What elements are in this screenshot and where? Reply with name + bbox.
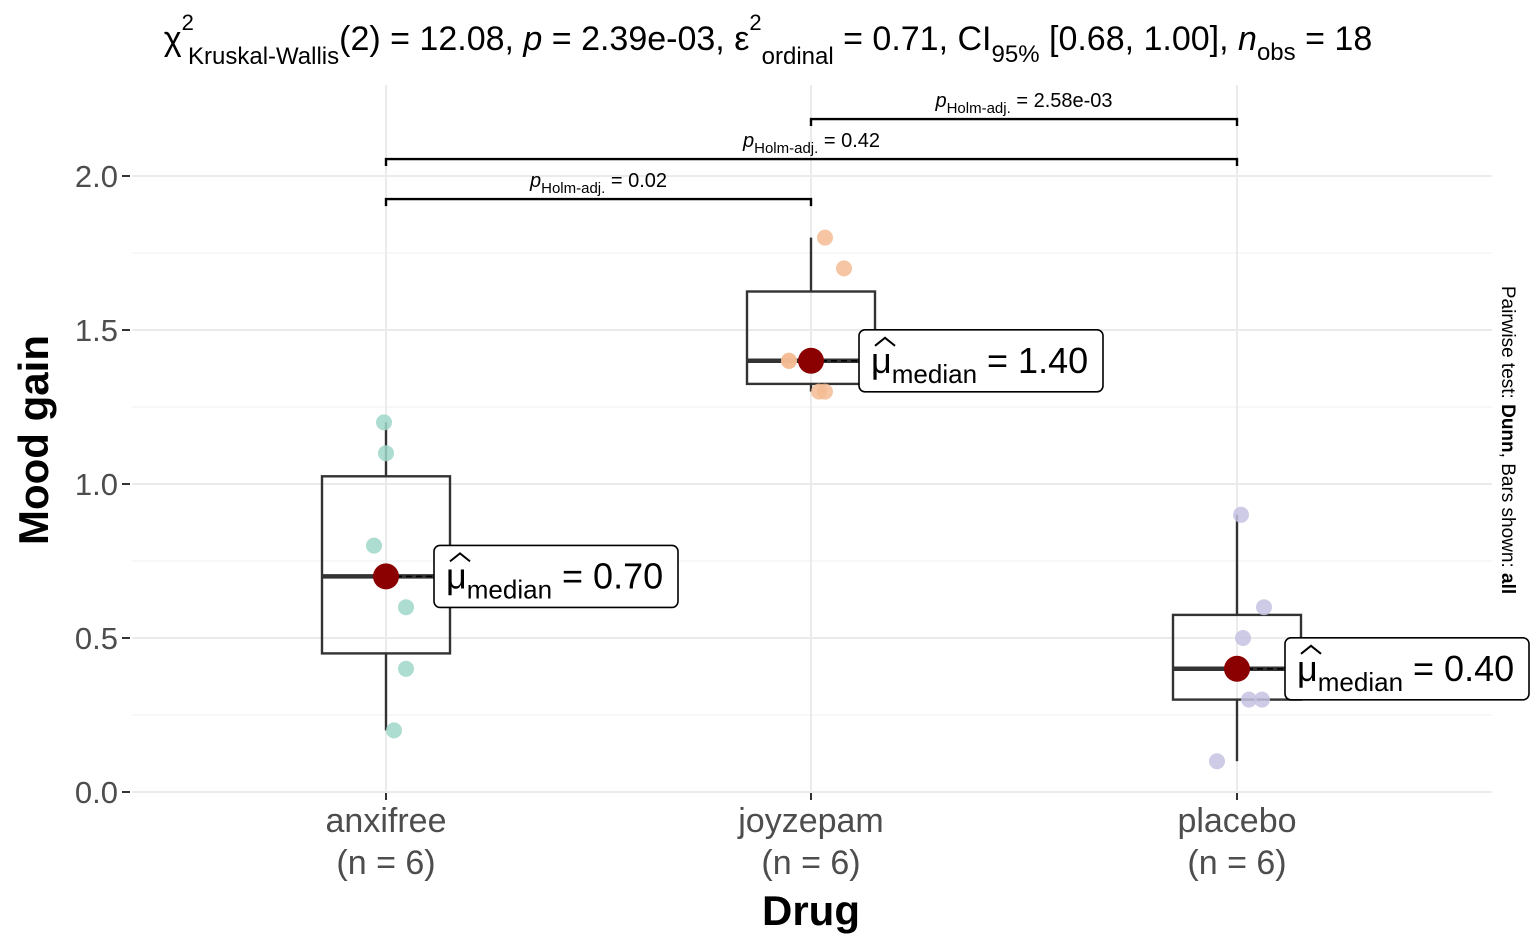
x-category-label: placebo bbox=[1177, 802, 1296, 840]
data-point bbox=[386, 722, 402, 739]
data-point bbox=[1235, 630, 1251, 646]
data-point bbox=[1254, 691, 1270, 708]
x-axis-title: Drug bbox=[762, 887, 860, 934]
median-point bbox=[1224, 655, 1250, 682]
data-point bbox=[817, 383, 833, 400]
median-hat-icon bbox=[874, 336, 896, 347]
median-point bbox=[798, 347, 824, 374]
pairwise-bracket bbox=[384, 157, 1239, 167]
data-point bbox=[398, 599, 414, 616]
y-tick-label: 0.0 bbox=[75, 775, 118, 810]
data-point bbox=[1233, 506, 1249, 523]
axes: 0.0 0.5 1.0 1.5 2.0 anxifree (n = 6) joyzepam (n… bbox=[75, 159, 1297, 882]
median-hat-icon bbox=[449, 552, 471, 563]
pairwise-p-label: pHolm-adj. = 0.02 bbox=[529, 170, 667, 197]
data-point bbox=[366, 537, 382, 554]
data-point bbox=[817, 229, 833, 246]
data-point bbox=[376, 414, 392, 431]
data-points bbox=[366, 229, 1272, 770]
data-point bbox=[1209, 753, 1225, 770]
median-label-box bbox=[858, 328, 1104, 393]
median-hat-icon bbox=[1300, 644, 1322, 655]
pairwise-test-caption: Pairwise test: Dunn, Bars shown: all bbox=[1497, 286, 1518, 594]
chart-title: χ2.Kruskal-Wallis(2) = 12.08, p = 2.39e-… bbox=[164, 8, 1372, 70]
x-category-n-label: (n = 6) bbox=[336, 844, 435, 882]
median-label-text: μmedian = 0.70 bbox=[446, 555, 663, 604]
y-tick-label: 0.5 bbox=[75, 621, 118, 656]
pairwise-bracket bbox=[809, 117, 1239, 127]
data-point bbox=[1241, 691, 1257, 708]
pairwise-p-label: pHolm-adj. = 2.58e-03 bbox=[934, 90, 1112, 117]
x-category-label: anxifree bbox=[326, 802, 447, 840]
pairwise-comparisons: pHolm-adj. = 0.02 pHolm-adj. = 0.42 pHolm-… bbox=[384, 90, 1239, 207]
median-label-text: μmedian = 0.40 bbox=[1297, 648, 1514, 697]
median-label-box bbox=[433, 544, 679, 609]
y-tick-label: 1.0 bbox=[75, 467, 118, 502]
data-point bbox=[378, 445, 394, 462]
y-tick-label: 1.5 bbox=[75, 313, 118, 348]
data-point bbox=[781, 352, 797, 369]
data-point bbox=[398, 660, 414, 677]
x-category-n-label: (n = 6) bbox=[761, 844, 860, 882]
median-labels: μmedian = 0.70 μmedian = 1.40 μmedian = 0.… bbox=[373, 328, 1530, 701]
median-label-text: μmedian = 1.40 bbox=[871, 340, 1088, 389]
y-tick-label: 2.0 bbox=[75, 159, 118, 194]
median-point bbox=[373, 563, 399, 590]
median-label-box bbox=[1284, 636, 1530, 701]
pairwise-bracket bbox=[384, 197, 813, 207]
pairwise-p-label: pHolm-adj. = 0.42 bbox=[742, 130, 880, 157]
x-category-label: joyzepam bbox=[737, 802, 884, 840]
data-point bbox=[1256, 599, 1272, 616]
x-category-n-label: (n = 6) bbox=[1187, 844, 1286, 882]
y-axis-title: Mood gain bbox=[10, 335, 57, 545]
data-point bbox=[836, 260, 852, 277]
